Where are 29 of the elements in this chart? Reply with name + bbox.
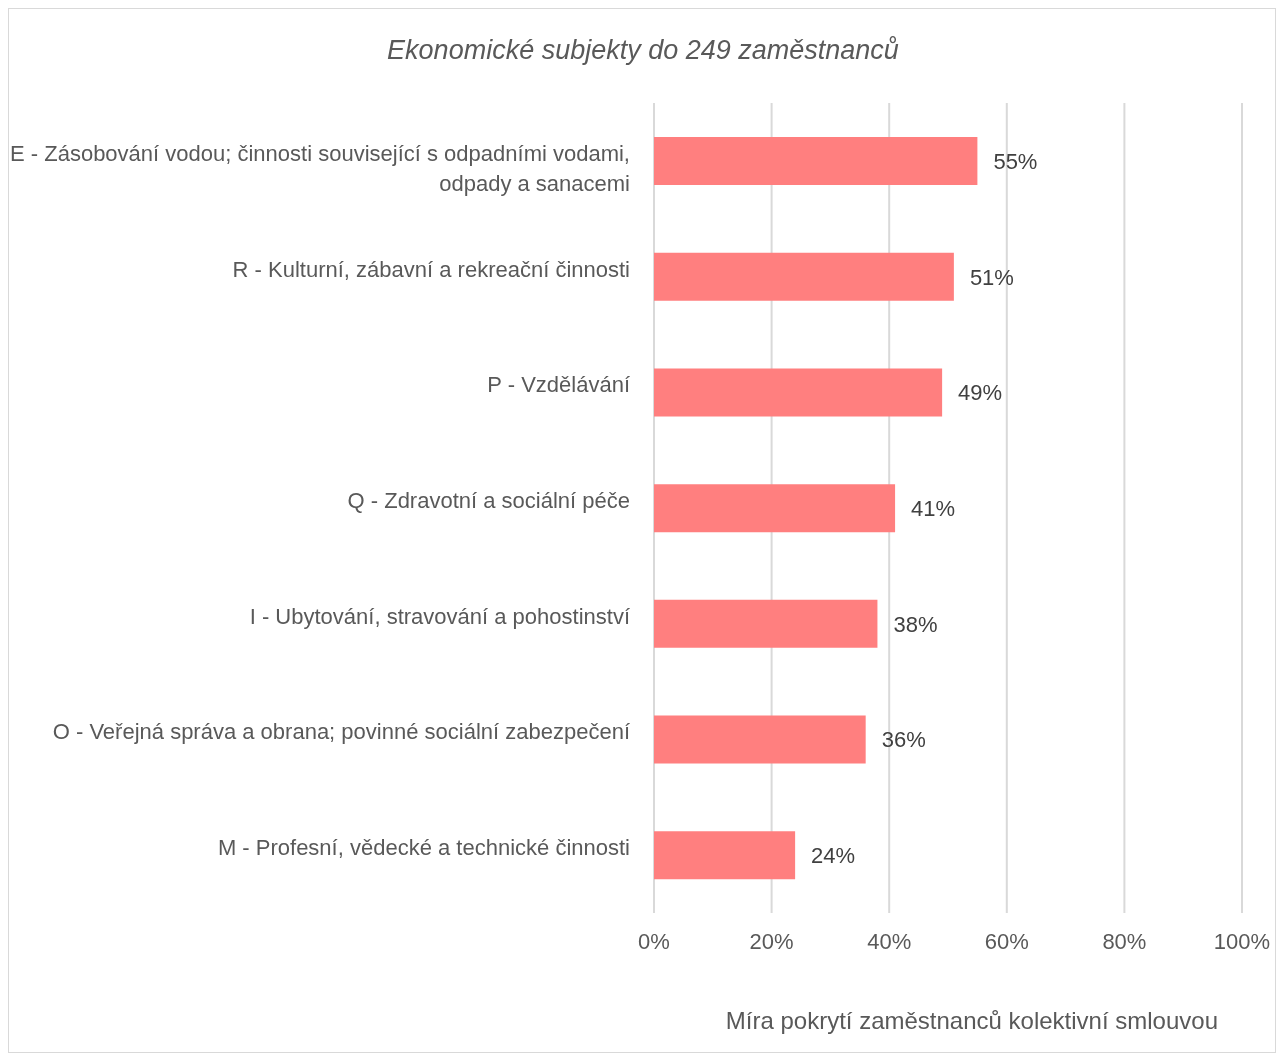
bar xyxy=(654,368,943,417)
x-axis-title: Míra pokrytí zaměstnanců kolektivní smlouvou xyxy=(725,1007,1218,1034)
x-tick-label: 60% xyxy=(984,928,1029,954)
bar xyxy=(654,137,978,185)
data-label: 36% xyxy=(881,727,926,753)
bar xyxy=(654,252,954,301)
y-tick-label: I - Ubytování, stravování a pohostinství xyxy=(249,603,630,629)
bar xyxy=(654,831,796,880)
data-label: 38% xyxy=(893,611,938,637)
data-label: 55% xyxy=(993,148,1038,174)
x-tick-label: 0% xyxy=(638,928,670,954)
y-tick-label: O - Veřejná správa a obrana; povinné sociální zabezpečení xyxy=(52,719,630,745)
x-tick-label: 80% xyxy=(1102,928,1147,954)
x-tick-label: 40% xyxy=(867,928,912,954)
bar xyxy=(654,599,878,648)
y-tick-label: E - Zásobování vodou; činnosti související s odpadními vodami, odpady a sanacemi xyxy=(10,140,630,196)
data-label: 49% xyxy=(958,380,1003,406)
bar xyxy=(654,484,896,533)
y-tick-label: M - Profesní, vědecké a technické činnosti xyxy=(217,835,630,861)
data-label: 24% xyxy=(811,843,856,869)
x-tick-label: 20% xyxy=(749,928,794,954)
chart-title: Ekonomické subjekty do 249 zaměstnanců xyxy=(386,35,900,66)
y-tick-label: P - Vzdělávání xyxy=(487,372,630,398)
y-tick-label: Q - Zdravotní a sociální péče xyxy=(347,488,630,513)
data-label: 51% xyxy=(969,264,1014,290)
bar xyxy=(654,715,866,764)
y-tick-label: R - Kulturní, zábavní a rekreační činnosti xyxy=(232,256,630,282)
data-label: 41% xyxy=(911,495,956,521)
x-tick-label: 100% xyxy=(1213,928,1271,954)
